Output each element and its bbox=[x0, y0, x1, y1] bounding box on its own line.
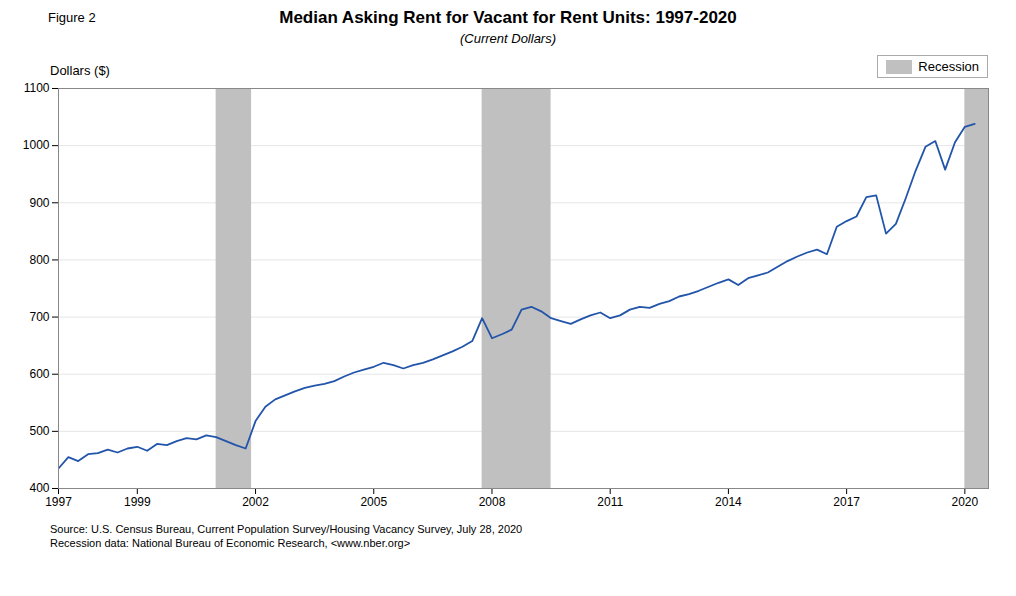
svg-text:1999: 1999 bbox=[124, 495, 151, 509]
html-text:Figure 2: Figure 2 bbox=[48, 10, 96, 25]
svg-text:2017: 2017 bbox=[833, 495, 860, 509]
svg-text:2011: 2011 bbox=[597, 495, 623, 509]
svg-text:400: 400 bbox=[29, 481, 49, 495]
svg-text:2014: 2014 bbox=[715, 495, 742, 509]
svg-text:2008: 2008 bbox=[479, 495, 506, 509]
svg-text:2002: 2002 bbox=[242, 495, 269, 509]
svg-text:700: 700 bbox=[29, 310, 49, 324]
svg-text:1100: 1100 bbox=[24, 81, 50, 95]
svg-text:500: 500 bbox=[29, 424, 49, 438]
svg-text:2020: 2020 bbox=[952, 495, 979, 509]
svg-text:900: 900 bbox=[29, 196, 49, 210]
svg-text:800: 800 bbox=[29, 253, 49, 267]
html-text:(Current Dollars): (Current Dollars) bbox=[460, 31, 556, 46]
html-text:Source: U.S. Census Bureau, Cu: Source: U.S. Census Bureau, Current Popu… bbox=[50, 523, 523, 535]
html-text:Median Asking Rent for Vacant: Median Asking Rent for Vacant for Rent U… bbox=[279, 8, 737, 27]
html-text:Recession data: National Burea: Recession data: National Bureau of Econo… bbox=[50, 537, 411, 549]
svg-text:2005: 2005 bbox=[360, 495, 387, 509]
html-text:Dollars ($): Dollars ($) bbox=[50, 63, 110, 78]
html-text:Recession: Recession bbox=[918, 59, 979, 74]
svg-text:1997: 1997 bbox=[45, 495, 72, 509]
svg-text:600: 600 bbox=[29, 367, 49, 381]
svg-text:1000: 1000 bbox=[23, 138, 50, 152]
